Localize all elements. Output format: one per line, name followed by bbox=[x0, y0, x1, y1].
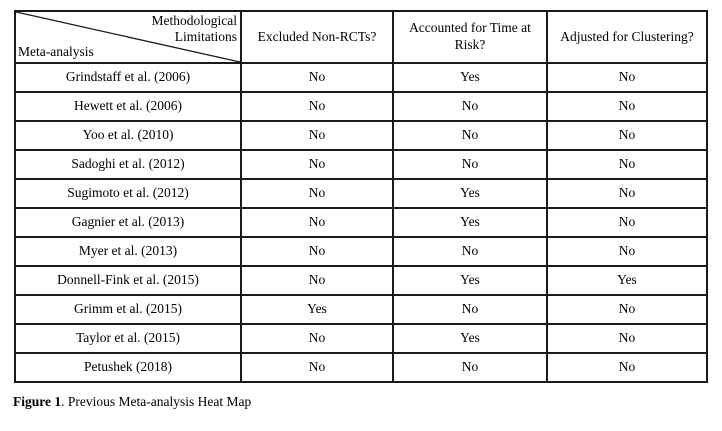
table-row: Petushek (2018) No No No bbox=[14, 352, 708, 383]
corner-top-label: Methodological Limitations bbox=[152, 13, 237, 46]
corner-top-label-line2: Limitations bbox=[174, 29, 237, 45]
value-cell: Yes bbox=[392, 265, 548, 296]
study-name-cell: Yoo et al. (2010) bbox=[14, 120, 242, 151]
value-cell: No bbox=[546, 91, 708, 122]
corner-top-label-line1: Methodological bbox=[151, 13, 237, 28]
value-cell: No bbox=[240, 62, 394, 93]
value-cell: No bbox=[546, 352, 708, 383]
value-cell: No bbox=[240, 149, 394, 180]
column-header-clustering: Adjusted for Clustering? bbox=[546, 10, 708, 64]
study-name-cell: Petushek (2018) bbox=[14, 352, 242, 383]
value-cell: Yes bbox=[392, 62, 548, 93]
value-cell: No bbox=[546, 323, 708, 354]
header-row: Methodological Limitations Meta-analysis… bbox=[14, 10, 708, 64]
figure-caption-text: . Previous Meta-analysis Heat Map bbox=[61, 394, 252, 409]
value-cell: No bbox=[240, 352, 394, 383]
value-cell: No bbox=[546, 62, 708, 93]
table-row: Donnell-Fink et al. (2015) No Yes Yes bbox=[14, 265, 708, 296]
value-cell: No bbox=[392, 352, 548, 383]
table-row: Gagnier et al. (2013) No Yes No bbox=[14, 207, 708, 238]
study-name-cell: Myer et al. (2013) bbox=[14, 236, 242, 267]
value-cell: No bbox=[392, 91, 548, 122]
figure-caption-label: Figure 1 bbox=[13, 394, 62, 409]
table-row: Hewett et al. (2006) No No No bbox=[14, 91, 708, 122]
figure-caption: Figure 1. Previous Meta-analysis Heat Ma… bbox=[13, 394, 251, 410]
value-cell: No bbox=[546, 149, 708, 180]
study-name-cell: Gagnier et al. (2013) bbox=[14, 207, 242, 238]
table-row: Yoo et al. (2010) No No No bbox=[14, 120, 708, 151]
study-name-cell: Hewett et al. (2006) bbox=[14, 91, 242, 122]
study-name-cell: Grimm et al. (2015) bbox=[14, 294, 242, 325]
value-cell: Yes bbox=[392, 323, 548, 354]
table-row: Sadoghi et al. (2012) No No No bbox=[14, 149, 708, 180]
value-cell: No bbox=[240, 265, 394, 296]
meta-analysis-table: Methodological Limitations Meta-analysis… bbox=[14, 10, 708, 383]
study-name-cell: Donnell-Fink et al. (2015) bbox=[14, 265, 242, 296]
table-row: Grimm et al. (2015) Yes No No bbox=[14, 294, 708, 325]
table-row: Myer et al. (2013) No No No bbox=[14, 236, 708, 267]
table-row: Sugimoto et al. (2012) No Yes No bbox=[14, 178, 708, 209]
column-header-time-at-risk: Accounted for Time at Risk? bbox=[392, 10, 548, 64]
corner-bottom-label: Meta-analysis bbox=[18, 44, 94, 60]
diagonal-corner-cell: Methodological Limitations Meta-analysis bbox=[14, 10, 242, 64]
value-cell: No bbox=[392, 294, 548, 325]
value-cell: Yes bbox=[240, 294, 394, 325]
table-row: Taylor et al. (2015) No Yes No bbox=[14, 323, 708, 354]
value-cell: No bbox=[392, 236, 548, 267]
value-cell: No bbox=[546, 120, 708, 151]
value-cell: No bbox=[546, 236, 708, 267]
value-cell: No bbox=[240, 91, 394, 122]
value-cell: No bbox=[392, 149, 548, 180]
value-cell: Yes bbox=[392, 178, 548, 209]
value-cell: Yes bbox=[392, 207, 548, 238]
study-name-cell: Grindstaff et al. (2006) bbox=[14, 62, 242, 93]
study-name-cell: Taylor et al. (2015) bbox=[14, 323, 242, 354]
value-cell: No bbox=[240, 178, 394, 209]
study-name-cell: Sadoghi et al. (2012) bbox=[14, 149, 242, 180]
value-cell: No bbox=[240, 207, 394, 238]
column-header-excluded-non-rcts: Excluded Non-RCTs? bbox=[240, 10, 394, 64]
value-cell: Yes bbox=[546, 265, 708, 296]
value-cell: No bbox=[392, 120, 548, 151]
table-row: Grindstaff et al. (2006) No Yes No bbox=[14, 62, 708, 93]
value-cell: No bbox=[240, 236, 394, 267]
study-name-cell: Sugimoto et al. (2012) bbox=[14, 178, 242, 209]
table-body: Grindstaff et al. (2006) No Yes No Hewett et… bbox=[14, 62, 708, 383]
diagonal-divider-line bbox=[16, 12, 240, 62]
value-cell: No bbox=[546, 178, 708, 209]
value-cell: No bbox=[546, 294, 708, 325]
table-header: Methodological Limitations Meta-analysis… bbox=[14, 10, 708, 64]
value-cell: No bbox=[240, 323, 394, 354]
value-cell: No bbox=[546, 207, 708, 238]
value-cell: No bbox=[240, 120, 394, 151]
